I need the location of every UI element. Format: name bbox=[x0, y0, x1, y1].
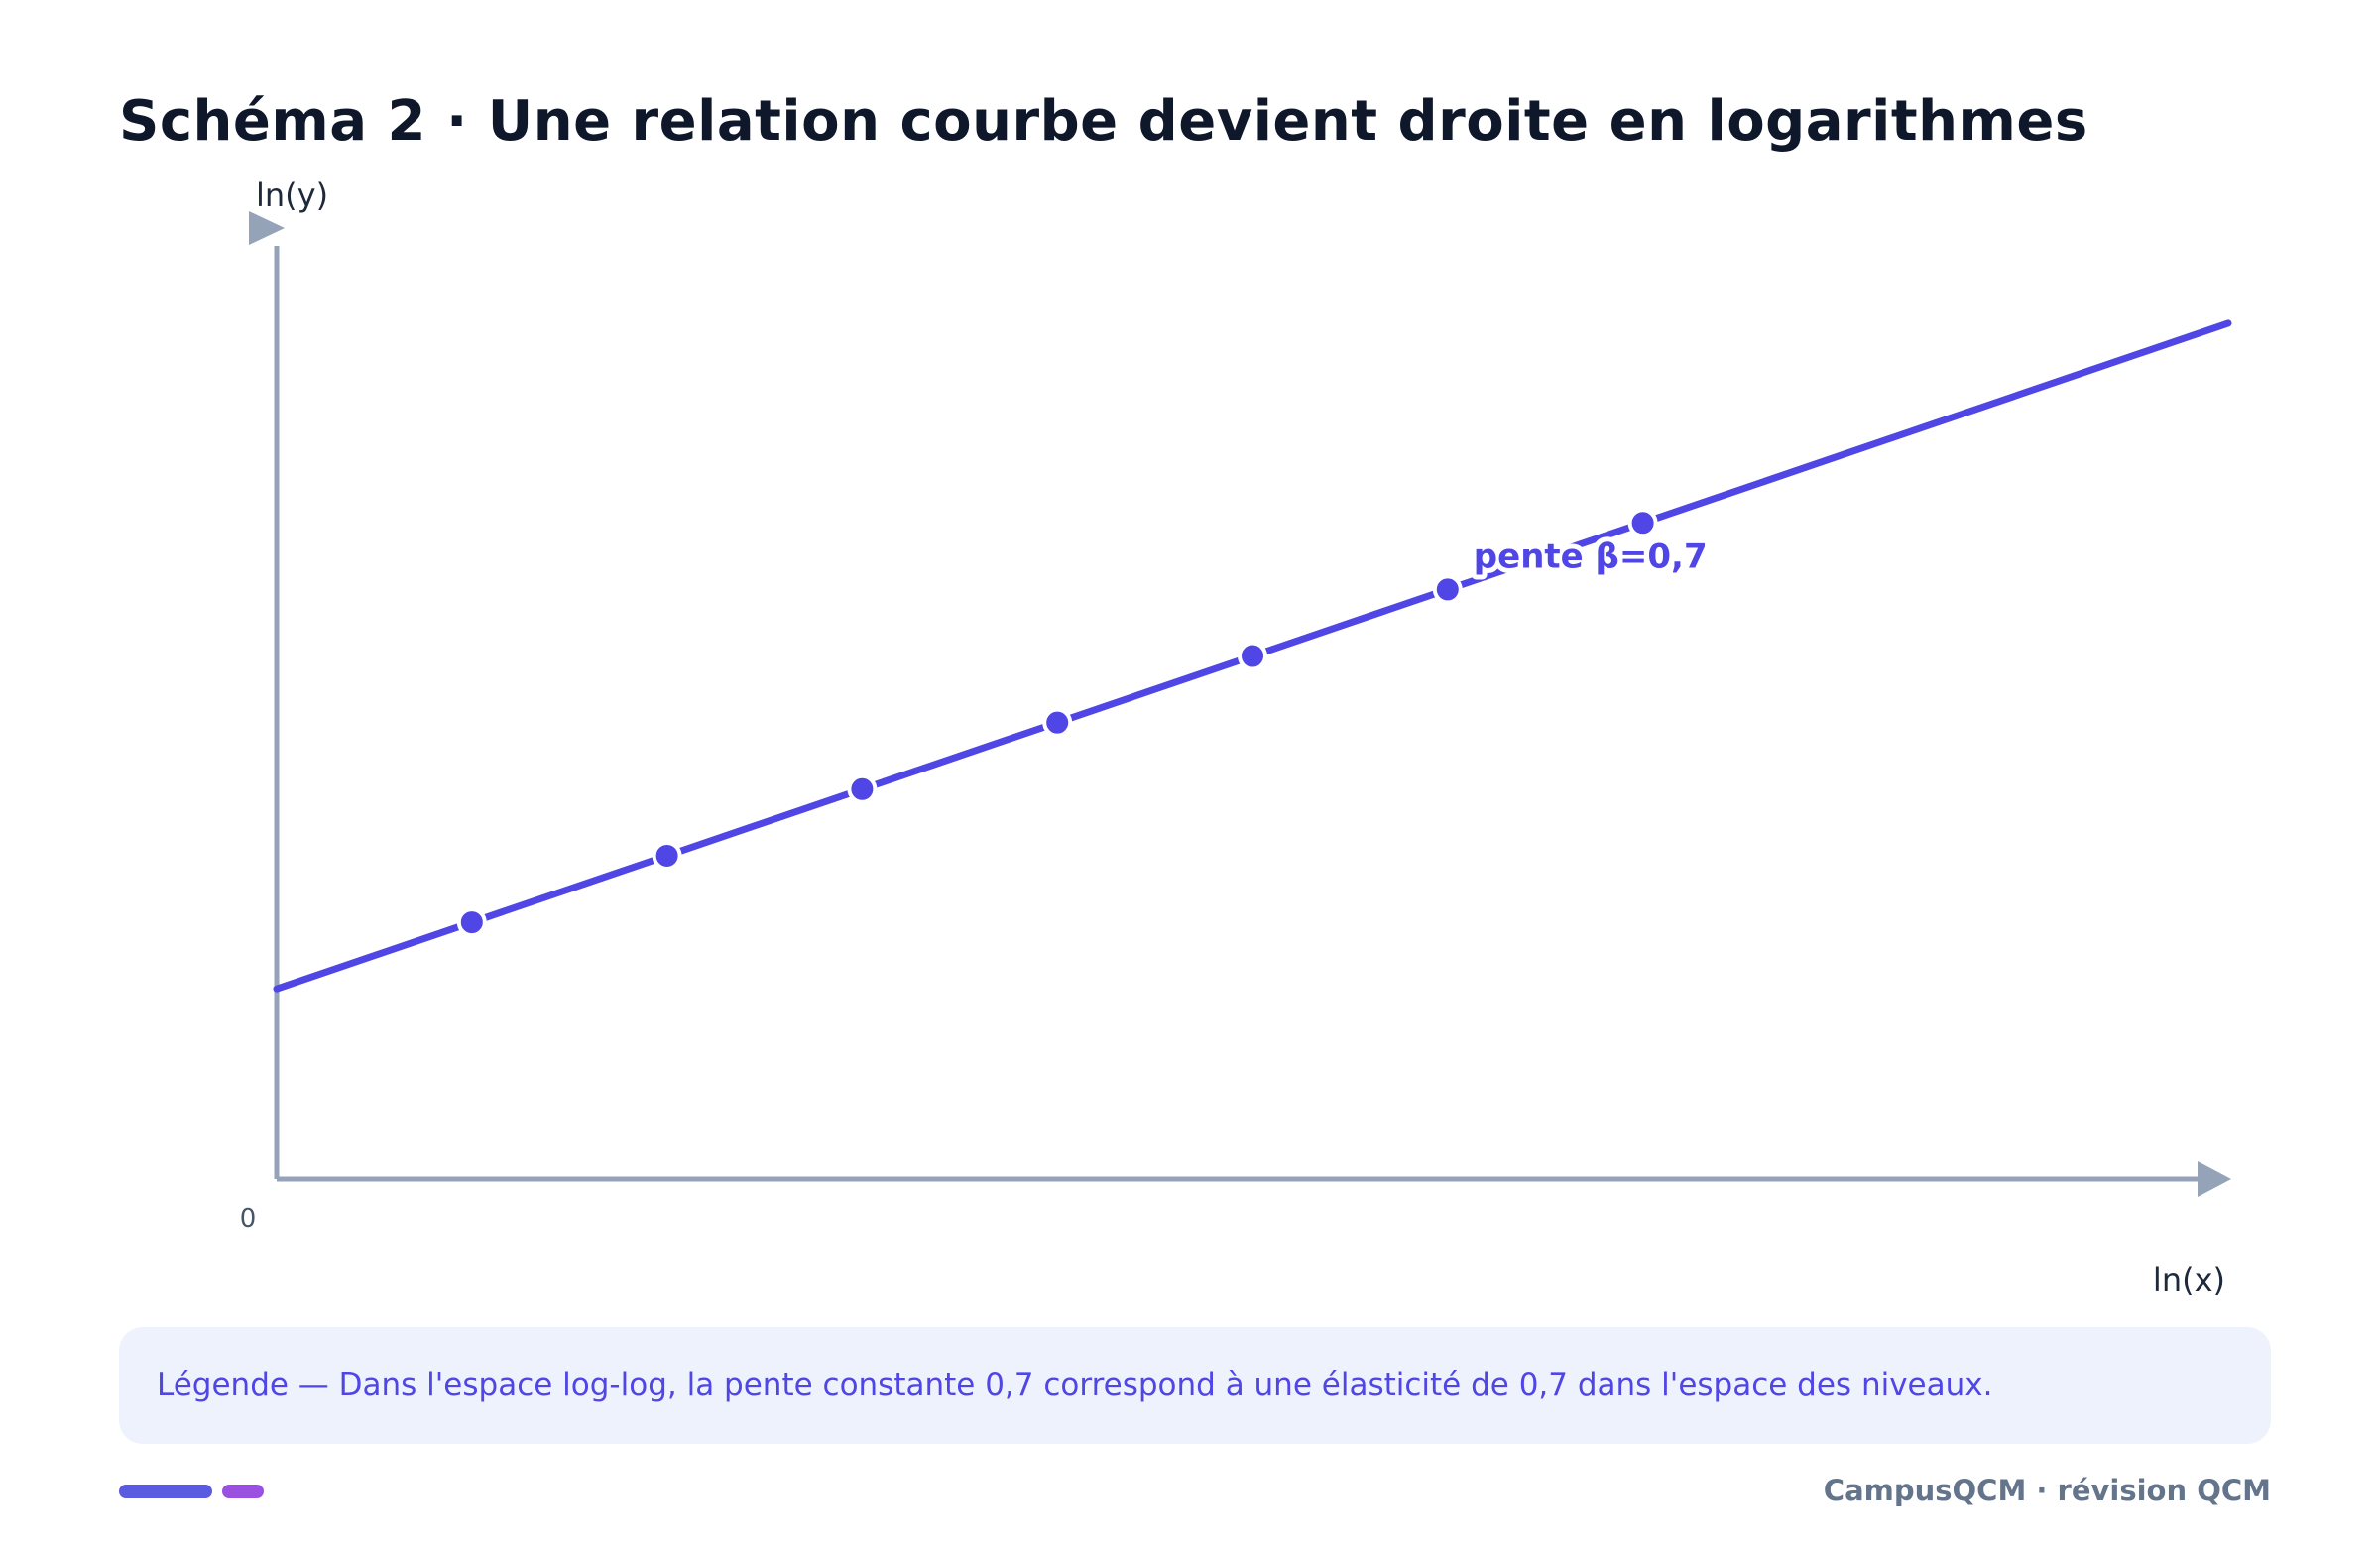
data-point bbox=[1042, 707, 1073, 738]
x-axis-label: ln(x) bbox=[2153, 1261, 2225, 1299]
x-axis-arrow bbox=[2198, 1161, 2231, 1197]
data-points bbox=[456, 508, 1658, 938]
caption-text: Légende — Dans l'espace log-log, la pent… bbox=[157, 1367, 1993, 1403]
y-axis-label: ln(y) bbox=[256, 177, 328, 214]
data-point bbox=[1432, 574, 1463, 605]
footer-brand: CampusQCM · révision QCM bbox=[1823, 1474, 2271, 1507]
log-log-chart: ln(y) ln(x) 0 pente β=0,7 bbox=[240, 177, 2232, 1299]
data-point bbox=[1238, 641, 1267, 671]
data-point bbox=[652, 840, 682, 871]
y-axis-arrow bbox=[249, 211, 285, 245]
footer-bar-primary bbox=[119, 1485, 212, 1498]
data-point bbox=[456, 907, 487, 938]
caption-box: Légende — Dans l'espace log-log, la pent… bbox=[119, 1327, 2271, 1444]
data-point bbox=[1627, 508, 1658, 538]
chart-title: Schéma 2 · Une relation courbe devient d… bbox=[119, 89, 2088, 154]
data-point bbox=[847, 773, 878, 804]
origin-label: 0 bbox=[240, 1204, 257, 1234]
slope-annotation: pente β=0,7 bbox=[1474, 536, 1708, 576]
footer-bar-secondary bbox=[222, 1485, 264, 1498]
